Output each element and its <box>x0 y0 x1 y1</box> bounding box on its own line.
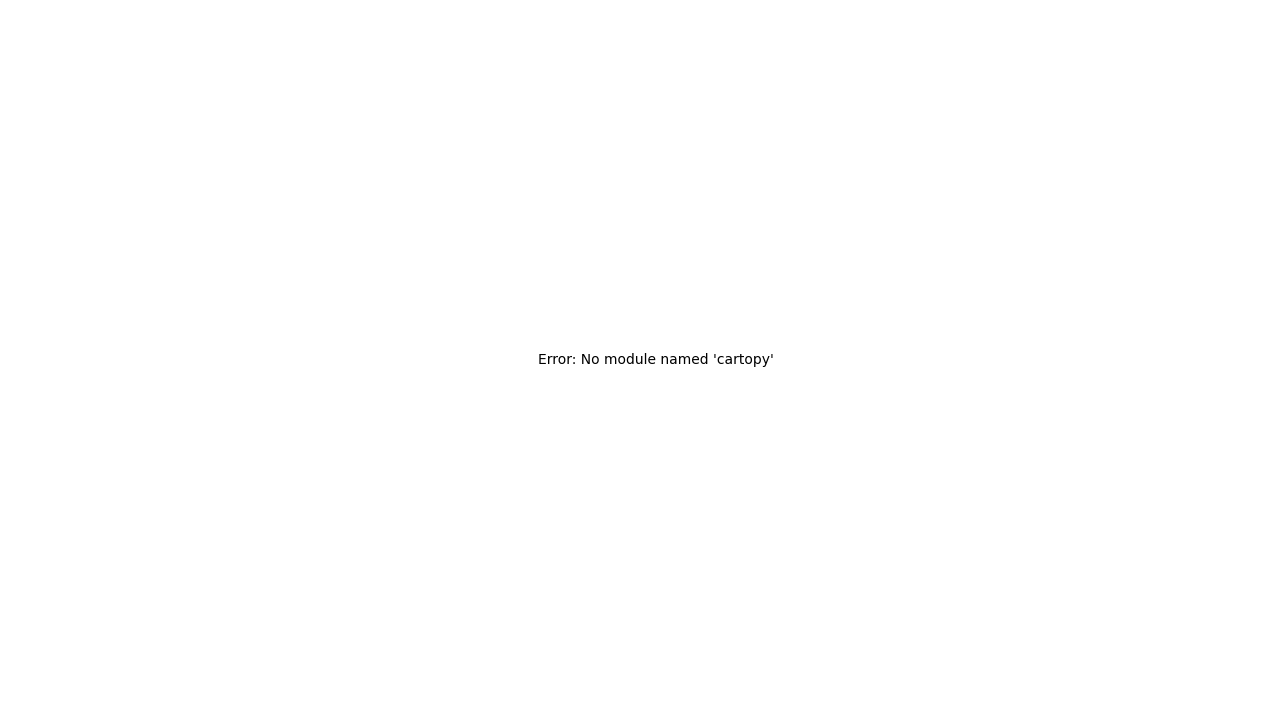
Text: Error: No module named 'cartopy': Error: No module named 'cartopy' <box>538 353 774 366</box>
